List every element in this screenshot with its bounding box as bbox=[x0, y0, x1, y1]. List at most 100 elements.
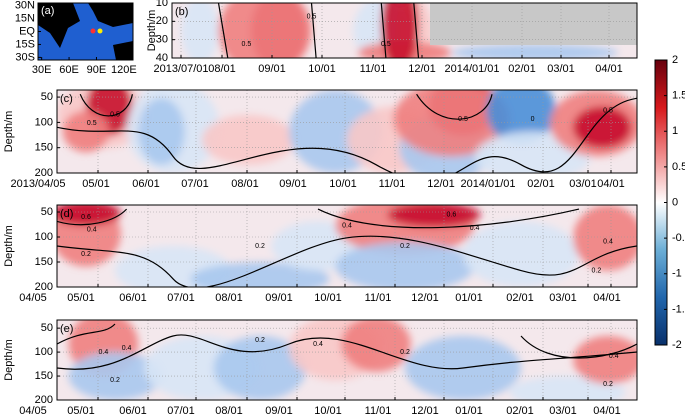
field-blob bbox=[335, 241, 475, 287]
x-tick-label: 02/01 bbox=[527, 178, 555, 190]
frame bbox=[171, 2, 638, 59]
field-blob bbox=[573, 336, 637, 384]
y-axis-label: Depth/m bbox=[146, 10, 158, 52]
x-tick-label: 90E bbox=[87, 64, 107, 76]
y-tick-label: 15N bbox=[15, 12, 35, 24]
contour-label: 0.4 bbox=[313, 341, 323, 348]
x-tick-label: 11/01 bbox=[379, 178, 406, 190]
x-tick-label: 02/01 bbox=[506, 405, 534, 417]
contour-line bbox=[57, 323, 116, 345]
contour-line bbox=[416, 93, 493, 120]
y-tick-label: 50 bbox=[41, 206, 53, 218]
y-tick-label: 15S bbox=[15, 38, 35, 50]
x-tick-label: 04/01 bbox=[593, 405, 621, 417]
field-blob bbox=[463, 221, 579, 287]
contour-label: 0.4 bbox=[342, 222, 352, 229]
x-tick-label: 03/01 bbox=[569, 178, 597, 190]
x-tick-label: 04/01 bbox=[597, 178, 625, 190]
x-tick-label: 05/01 bbox=[67, 405, 95, 417]
panel: 0.6 0.4 0.2 0.4 0.6 0.4 0.2 0.4 0.2 0.2 50 100 150 20… bbox=[3, 204, 638, 304]
contour-line bbox=[310, 3, 317, 58]
x-tick-label: 10/01 bbox=[314, 292, 342, 304]
panel-label: (e) bbox=[60, 323, 73, 335]
x-tick-label: 04/01 bbox=[593, 292, 621, 304]
y-tick-label: 50 bbox=[41, 91, 53, 103]
contour-label: 0.2 bbox=[400, 243, 410, 250]
y-axis-label: Depth/m bbox=[3, 339, 15, 381]
frame bbox=[56, 319, 638, 401]
contour-label: 0.2 bbox=[592, 267, 602, 274]
land bbox=[113, 41, 133, 60]
y-tick-label: 150 bbox=[35, 256, 53, 268]
contour-label: 0.5 bbox=[87, 120, 97, 127]
field-blob bbox=[218, 3, 312, 58]
contour-label: 0.4 bbox=[603, 239, 613, 246]
contour-line bbox=[79, 93, 133, 117]
x-tick-label: 06/01 bbox=[119, 405, 147, 417]
field-blob bbox=[190, 262, 330, 287]
contour-label: 0.2 bbox=[110, 377, 120, 384]
x-tick-label: 08/01 bbox=[215, 292, 243, 304]
x-tick-label: 10/01 bbox=[314, 405, 342, 417]
y-tick-label: 100 bbox=[35, 116, 53, 128]
x-tick-label: 11/01 bbox=[365, 405, 392, 417]
contour-line bbox=[520, 335, 637, 359]
y-tick-label: 150 bbox=[35, 142, 53, 154]
land bbox=[88, 3, 133, 27]
x-tick-label: 2013/04/05 bbox=[10, 178, 65, 190]
contour-label: 0.2 bbox=[81, 251, 91, 258]
field bbox=[181, 3, 619, 58]
colorbar-tick-label: -1.5 bbox=[672, 303, 685, 315]
panel-label: (d) bbox=[60, 208, 73, 220]
field-blob bbox=[387, 205, 481, 228]
plot-area: 0.4 0.4 0.2 0.2 0.4 0.2 0.4 0.2 bbox=[57, 320, 637, 400]
field-blob bbox=[202, 114, 295, 165]
field-blob bbox=[213, 336, 307, 400]
x-tick-label: 30E bbox=[32, 64, 52, 76]
x-tick-label: 01/01 bbox=[455, 405, 483, 417]
panel-label: (b) bbox=[175, 6, 188, 18]
y-tick-label: 20 bbox=[156, 15, 168, 27]
panel-label: (a) bbox=[41, 5, 54, 17]
contour-label: 0.4 bbox=[609, 353, 619, 360]
contour-line bbox=[57, 97, 637, 173]
field-blob bbox=[486, 90, 556, 144]
x-tick-label: 09/01 bbox=[265, 405, 293, 417]
x-tick-label: 03/01 bbox=[549, 405, 577, 417]
y-tick-label: 100 bbox=[35, 231, 53, 243]
colorbar-tick-label: 0.5 bbox=[672, 161, 685, 173]
field-blob bbox=[57, 205, 121, 226]
plot-area: 0.5 0.5 0.5 bbox=[172, 3, 637, 58]
panel: 2 1.5 1 0.5 0 -0.5 -1 -1.5 -2 bbox=[654, 54, 685, 351]
field-blob bbox=[573, 106, 632, 149]
x-tick-label: 02/01 bbox=[508, 63, 536, 75]
colorbar-tick-label: -0.5 bbox=[672, 232, 685, 244]
plot-area: 0.6 0.4 0.2 0.4 0.6 0.4 0.2 0.4 0.2 0.2 bbox=[57, 205, 637, 287]
x-tick-label: 08/01 bbox=[231, 178, 259, 190]
x-tick-label: 04/05 bbox=[19, 292, 47, 304]
y-tick-label: 40 bbox=[156, 52, 168, 64]
y-tick-label: 10 bbox=[156, 0, 168, 9]
contour-label: 0.4 bbox=[122, 345, 132, 352]
contour-label: 0.6 bbox=[447, 212, 457, 219]
x-tick-label: 11/01 bbox=[365, 292, 392, 304]
field-blob bbox=[573, 205, 637, 271]
colorbar-tick-label: -2 bbox=[672, 339, 682, 351]
x-tick-label: 11/01 bbox=[360, 63, 387, 75]
y-tick-label: 50 bbox=[41, 322, 53, 334]
contour-line bbox=[413, 3, 420, 58]
contour-label: 0.2 bbox=[603, 381, 613, 388]
field-blob bbox=[451, 44, 619, 58]
y-axis-label: Depth/m bbox=[3, 225, 15, 267]
x-tick-label: 03/01 bbox=[547, 63, 575, 75]
contour-label: 0.5 bbox=[381, 41, 391, 48]
field-blob bbox=[393, 90, 510, 157]
contour-label: 0.4 bbox=[470, 225, 480, 232]
contour-label: 0.5 bbox=[307, 14, 317, 21]
x-tick-label: 01/01 bbox=[455, 292, 483, 304]
x-tick-label: 04/05 bbox=[19, 405, 47, 417]
x-tick-label: 2013/07/01 bbox=[153, 63, 208, 75]
x-tick-label: 09/01 bbox=[258, 63, 286, 75]
contour-label: 0.4 bbox=[87, 226, 97, 233]
